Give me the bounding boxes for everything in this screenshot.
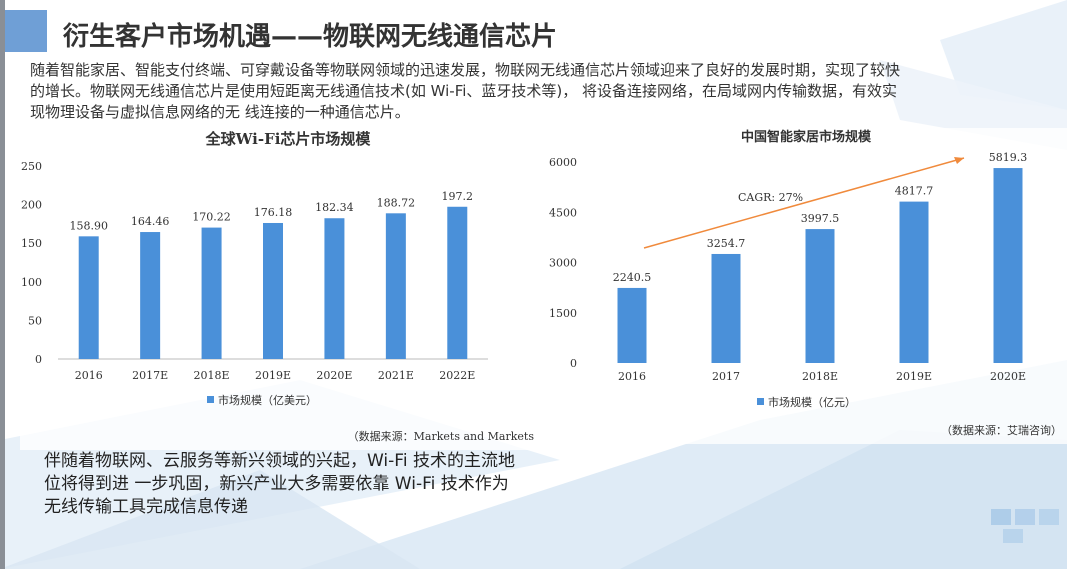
bar: [805, 229, 835, 363]
data-label: 5819.3: [989, 151, 1028, 164]
y-tick-label: 200: [21, 199, 42, 212]
left-accent-bar: [0, 0, 5, 569]
data-label: 170.22: [192, 211, 231, 224]
bar: [711, 253, 741, 363]
x-tick-label: 2017: [712, 370, 740, 383]
smart-home-market-chart: 中国智能家居市场规模 0 1500 3000 4500 6000 2240.5 2016 325…: [548, 128, 1067, 444]
cagr-annotation: CAGR: 27%: [738, 191, 803, 204]
y-tick-label: 100: [21, 276, 42, 289]
y-tick-label: 150: [21, 237, 42, 250]
x-tick-label: 2017E: [132, 369, 168, 382]
x-tick-label: 2020E: [316, 369, 352, 382]
data-label: 188.72: [377, 196, 416, 209]
x-tick-label: 2020E: [990, 370, 1026, 383]
bottom-summary-text: 伴随着物联网、云服务等新兴领域的兴起，Wi-Fi 技术的主流地位将得到进 一步巩…: [44, 451, 515, 517]
bar: [447, 206, 468, 359]
trend-arrow-head: [954, 157, 964, 164]
y-tick-label: 3000: [549, 257, 577, 270]
source-note: （数据来源：艾瑞咨询）: [941, 423, 1062, 437]
intro-paragraph: 随着智能家居、智能支付终端、可穿戴设备等物联网领域的迅速发展，物联网无线通信芯片…: [30, 61, 901, 121]
bar: [263, 222, 283, 359]
x-tick-label: 2016: [618, 370, 646, 383]
data-label: 164.46: [131, 215, 170, 228]
chart-title: 中国智能家居市场规模: [741, 129, 872, 145]
y-tick-label: 250: [21, 160, 42, 173]
y-tick-label: 0: [570, 357, 577, 370]
x-tick-label: 2018E: [194, 369, 230, 382]
data-label: 4817.7: [895, 185, 934, 198]
x-tick-label: 2018E: [802, 370, 838, 383]
data-label: 158.90: [69, 219, 108, 232]
bar: [201, 227, 222, 359]
x-tick-label: 2016: [75, 369, 103, 382]
data-label: 176.18: [254, 206, 293, 219]
x-tick-label: 2021E: [378, 369, 414, 382]
bar: [78, 236, 99, 359]
bar: [385, 213, 406, 359]
source-note: （数据来源：Markets and Markets: [348, 429, 535, 443]
chart-title: 全球Wi-Fi芯片市场规模: [205, 130, 372, 148]
legend-label: 市场规模（亿美元）: [218, 393, 317, 407]
data-label: 182.34: [315, 201, 354, 214]
bar: [324, 218, 345, 359]
legend-label: 市场规模（亿元）: [768, 395, 856, 409]
x-tick-label: 2019E: [896, 370, 932, 383]
bar: [899, 201, 929, 363]
x-tick-label: 2019E: [255, 369, 291, 382]
title-accent-square: [5, 10, 47, 52]
x-tick-label: 2022E: [439, 369, 475, 382]
bar: [140, 232, 161, 359]
y-tick-label: 4500: [549, 206, 577, 219]
y-tick-label: 6000: [549, 156, 577, 169]
data-label: 3997.5: [801, 212, 840, 225]
legend-swatch: [757, 398, 764, 405]
site-logo-watermark: [991, 509, 1059, 543]
data-label: 2240.5: [613, 271, 652, 284]
bar: [993, 168, 1023, 363]
data-label: 3254.7: [707, 237, 746, 250]
data-label: 197.2: [442, 190, 474, 203]
y-tick-label: 50: [28, 314, 42, 327]
wifi-chip-market-chart: 全球Wi-Fi芯片市场规模 0 50 100 150 200 250 158.90 2016 16…: [20, 128, 540, 450]
y-tick-label: 1500: [549, 307, 577, 320]
bar: [617, 287, 647, 363]
page-title: 衍生客户市场机遇——物联网无线通信芯片: [63, 22, 558, 52]
trend-arrow-line: [643, 157, 965, 249]
legend-swatch: [207, 396, 214, 403]
y-tick-label: 0: [35, 353, 42, 366]
